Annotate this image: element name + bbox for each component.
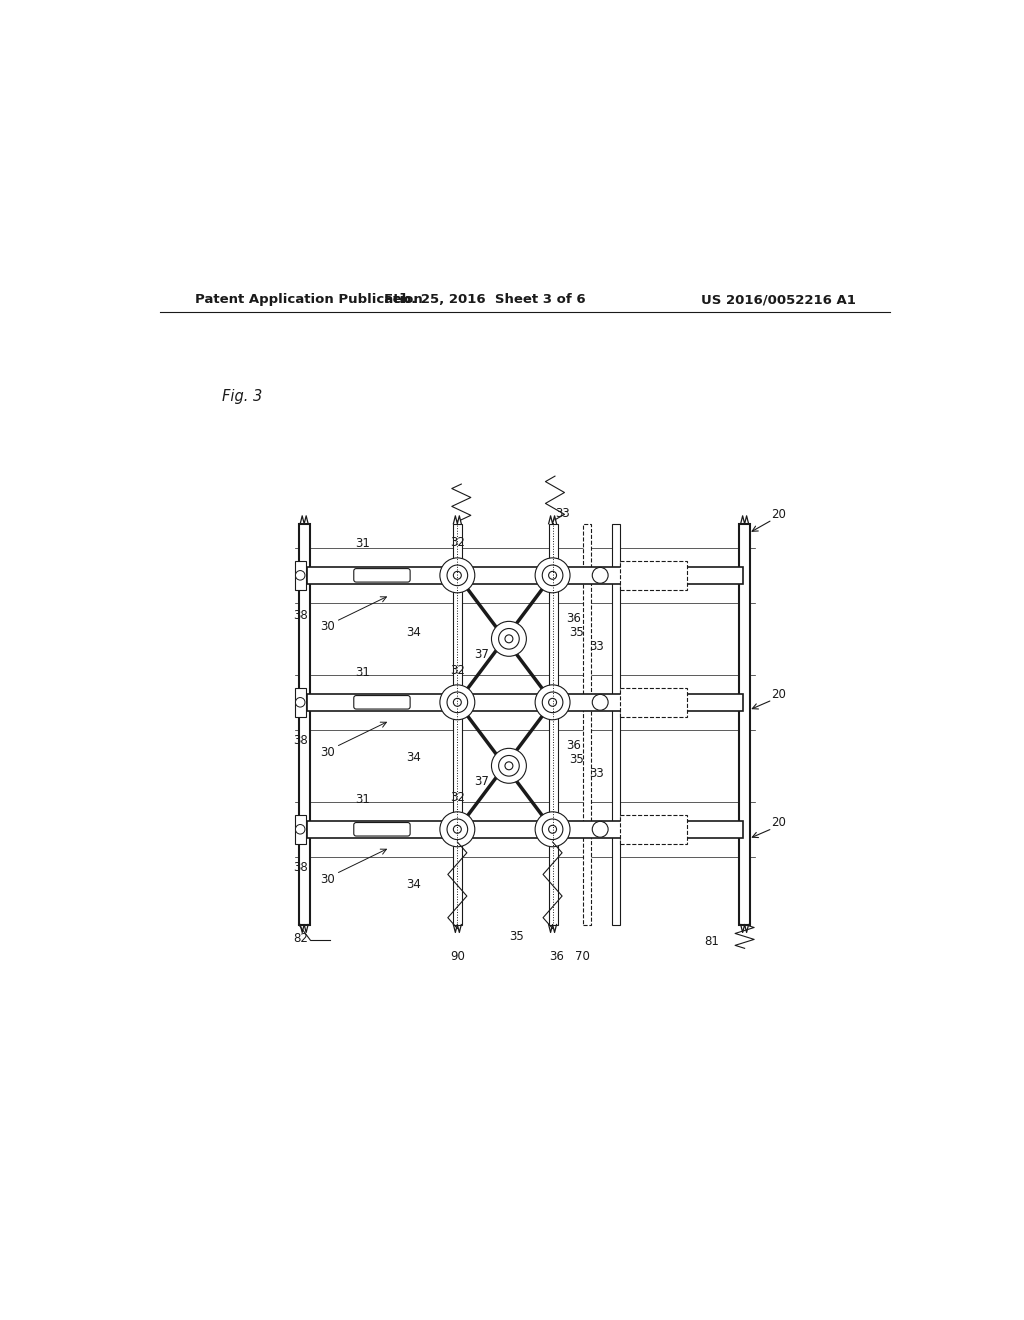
Bar — [295, 814, 306, 843]
Circle shape — [536, 685, 570, 719]
Bar — [306, 566, 743, 583]
Circle shape — [454, 698, 461, 706]
Bar — [453, 524, 462, 924]
Text: 33: 33 — [589, 767, 603, 780]
Bar — [306, 821, 743, 838]
FancyBboxPatch shape — [353, 822, 411, 836]
Text: 35: 35 — [510, 929, 524, 942]
Bar — [739, 524, 751, 924]
Circle shape — [536, 812, 570, 846]
Circle shape — [296, 697, 305, 708]
Circle shape — [505, 635, 513, 643]
Text: 38: 38 — [294, 861, 308, 874]
Text: 70: 70 — [574, 950, 590, 962]
Circle shape — [296, 825, 305, 834]
Text: 38: 38 — [294, 734, 308, 747]
Circle shape — [592, 821, 608, 837]
Circle shape — [492, 622, 526, 656]
Text: 34: 34 — [407, 626, 421, 639]
Circle shape — [505, 762, 513, 770]
Circle shape — [454, 572, 461, 579]
Bar — [620, 688, 687, 717]
Circle shape — [447, 818, 468, 840]
Bar — [295, 561, 306, 590]
Text: 32: 32 — [450, 536, 465, 549]
Circle shape — [499, 755, 519, 776]
Text: 31: 31 — [354, 665, 370, 678]
Text: 38: 38 — [294, 609, 308, 622]
Circle shape — [499, 628, 519, 649]
Bar — [620, 814, 687, 843]
Circle shape — [447, 565, 468, 586]
Text: 33: 33 — [589, 640, 603, 653]
Circle shape — [543, 692, 563, 713]
Text: 30: 30 — [321, 746, 336, 759]
Circle shape — [454, 825, 461, 833]
Circle shape — [549, 572, 557, 579]
Text: 36: 36 — [566, 739, 582, 752]
Text: 36: 36 — [549, 950, 564, 962]
Text: 32: 32 — [450, 791, 465, 804]
Text: 81: 81 — [703, 936, 719, 949]
Text: 35: 35 — [569, 752, 584, 766]
Text: 37: 37 — [474, 775, 488, 788]
Bar — [549, 524, 558, 924]
Bar — [295, 688, 306, 717]
Text: 34: 34 — [407, 878, 421, 891]
Text: 20: 20 — [771, 688, 786, 701]
Text: 31: 31 — [354, 792, 370, 805]
Text: Fig. 3: Fig. 3 — [221, 389, 262, 404]
Text: 82: 82 — [294, 932, 308, 945]
Text: 32: 32 — [450, 664, 465, 677]
Text: 20: 20 — [771, 508, 786, 520]
Circle shape — [296, 570, 305, 579]
Circle shape — [440, 685, 475, 719]
Circle shape — [492, 748, 526, 783]
Text: Feb. 25, 2016  Sheet 3 of 6: Feb. 25, 2016 Sheet 3 of 6 — [384, 293, 586, 306]
Text: 20: 20 — [771, 817, 786, 829]
Text: 90: 90 — [450, 950, 465, 962]
FancyBboxPatch shape — [353, 569, 411, 582]
Circle shape — [543, 565, 563, 586]
Text: 37: 37 — [474, 648, 488, 661]
Circle shape — [549, 698, 557, 706]
Bar — [306, 693, 743, 711]
Circle shape — [440, 812, 475, 846]
Bar — [612, 524, 621, 924]
Text: 30: 30 — [321, 873, 336, 886]
Bar — [620, 561, 687, 590]
Bar — [299, 524, 309, 924]
Text: 33: 33 — [555, 507, 570, 520]
Circle shape — [592, 694, 608, 710]
Text: 36: 36 — [566, 612, 582, 626]
FancyBboxPatch shape — [353, 696, 411, 709]
Circle shape — [543, 818, 563, 840]
Text: Patent Application Publication: Patent Application Publication — [196, 293, 423, 306]
Circle shape — [536, 558, 570, 593]
Text: US 2016/0052216 A1: US 2016/0052216 A1 — [701, 293, 856, 306]
Circle shape — [549, 825, 557, 833]
Circle shape — [447, 692, 468, 713]
Text: 30: 30 — [321, 620, 336, 634]
Circle shape — [592, 568, 608, 583]
Bar — [583, 524, 591, 924]
Circle shape — [440, 558, 475, 593]
Text: 34: 34 — [407, 751, 421, 764]
Text: 35: 35 — [569, 626, 584, 639]
Text: 31: 31 — [354, 537, 370, 550]
